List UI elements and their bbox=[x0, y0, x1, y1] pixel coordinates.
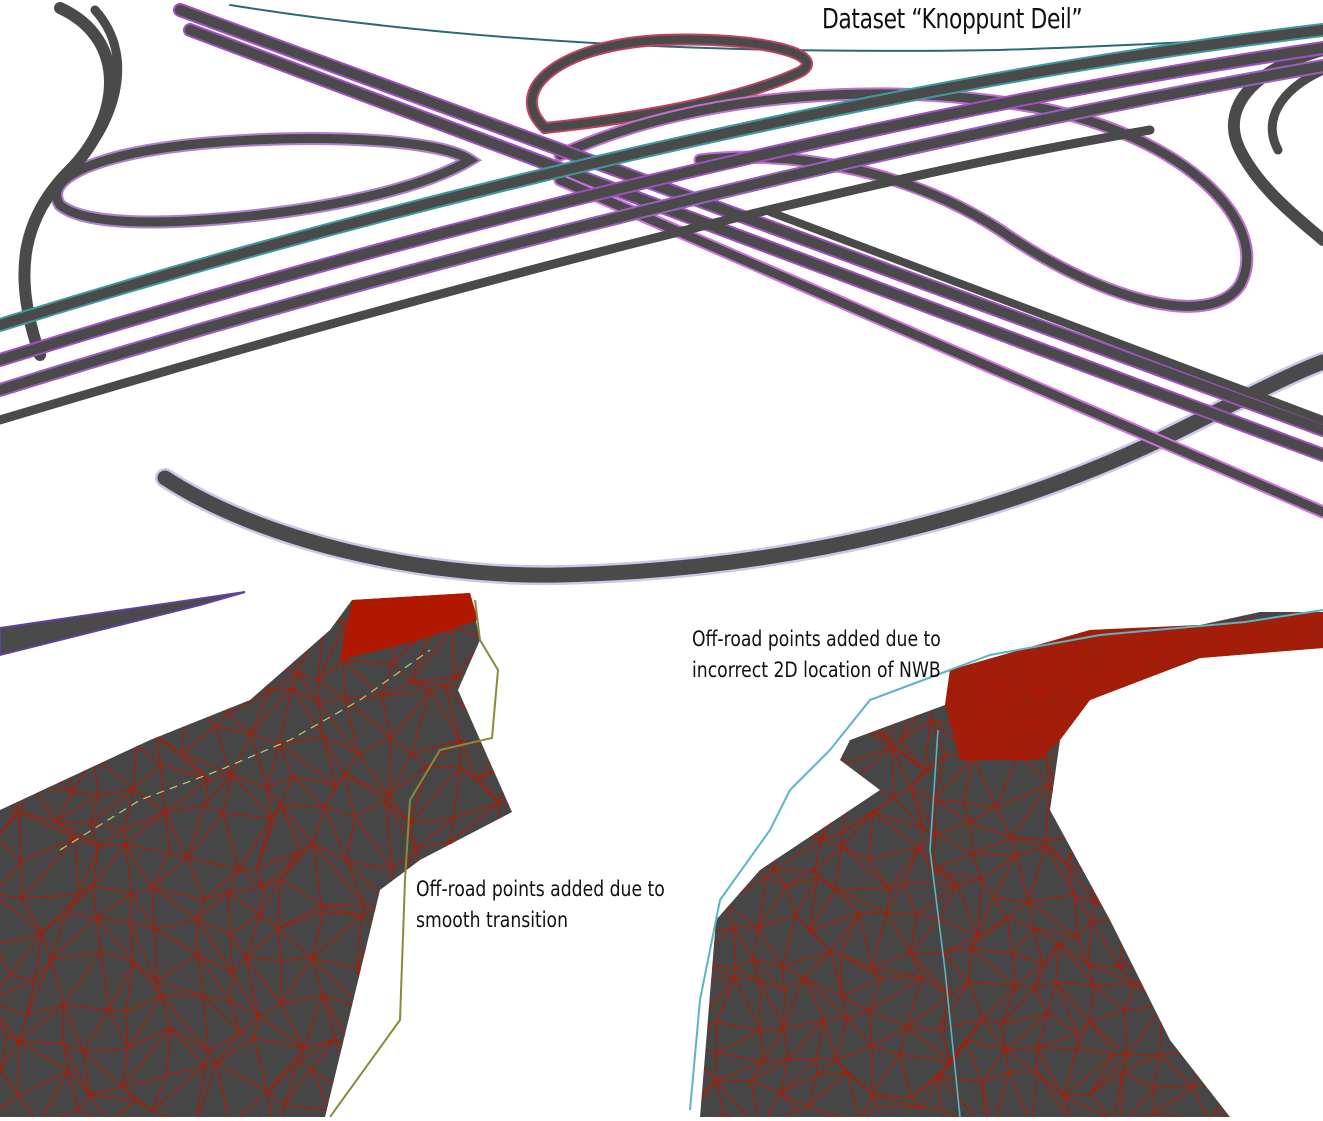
nwb-line-right bbox=[689, 609, 1323, 1111]
tin-surface-left bbox=[0, 593, 512, 1117]
annotation-left-line1: Off-road points added due to bbox=[416, 877, 665, 901]
annotation-smooth-transition: Off-road points added due to smooth tran… bbox=[416, 874, 665, 936]
motorway-a bbox=[173, 3, 1323, 519]
nwb-line-left bbox=[329, 599, 500, 1117]
annotation-left-line2: smooth transition bbox=[416, 908, 569, 932]
ramp-far-left bbox=[18, 2, 116, 361]
mesh-panel-left bbox=[0, 591, 512, 1117]
road-strip-left bbox=[0, 591, 246, 657]
annotation-right-line1: Off-road points added due to bbox=[692, 627, 941, 651]
annotation-right-line2: incorrect 2D location of NWB bbox=[692, 658, 941, 682]
figure-title: Dataset “Knoppunt Deil” bbox=[822, 2, 1083, 35]
motorway-b bbox=[0, 23, 1323, 425]
interchange-overview bbox=[0, 2, 1323, 586]
annotation-incorrect-nwb: Off-road points added due to incorrect 2… bbox=[692, 624, 941, 686]
